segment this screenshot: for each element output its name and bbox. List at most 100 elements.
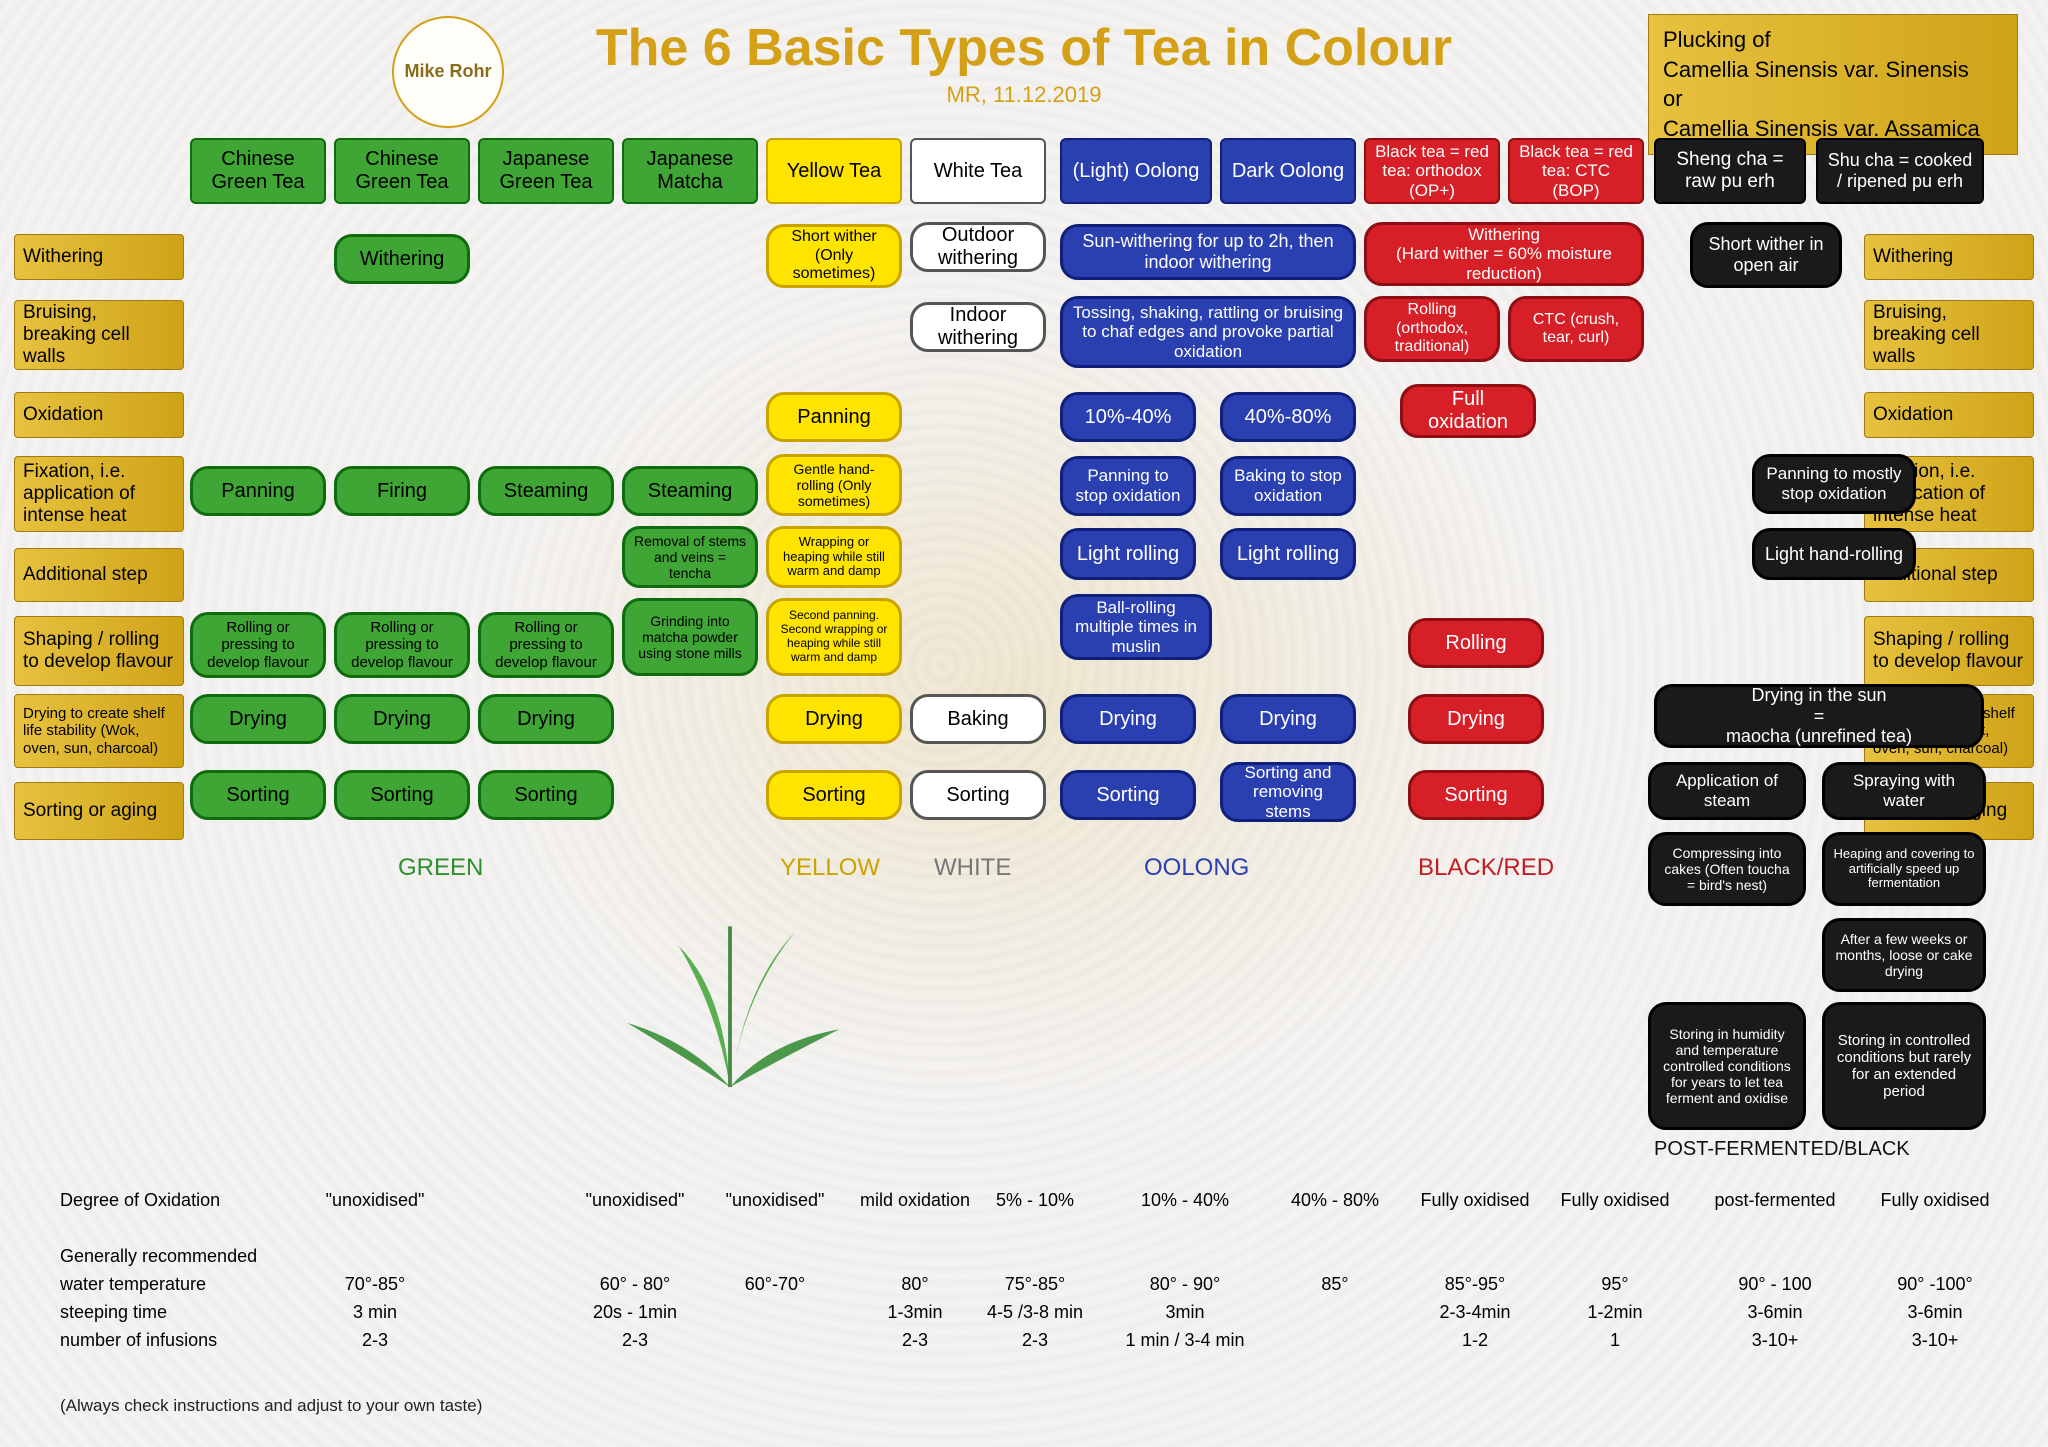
process-row-label: Shaping / rolling to develop flavour	[14, 616, 184, 686]
tea-category-label: WHITE	[934, 854, 1011, 882]
process-step-chip: Light hand-rolling	[1752, 528, 1916, 580]
process-step-chip: Storing in controlled conditions but rar…	[1822, 1002, 1986, 1130]
process-step-chip: Sorting	[334, 770, 470, 820]
process-step-chip: Rolling	[1408, 618, 1544, 668]
process-step-chip: Gentle hand-rolling (Only sometimes)	[766, 454, 902, 516]
process-step-chip: Short wither (Only sometimes)	[766, 224, 902, 288]
process-step-chip: Steaming	[622, 466, 758, 516]
process-row-label: Additional step	[14, 548, 184, 602]
process-step-chip: Wrapping or heaping while still warm and…	[766, 526, 902, 588]
process-step-chip: Drying	[1408, 694, 1544, 744]
tea-leaf-illustration	[600, 920, 860, 1100]
process-step-chip: Spraying with water	[1822, 762, 1986, 820]
process-step-chip: Sorting	[766, 770, 902, 820]
brew-cell: 2-3	[960, 1330, 1110, 1351]
brew-cell: 5% - 10%	[960, 1190, 1110, 1211]
process-step-chip: 40%-80%	[1220, 392, 1356, 442]
process-row-label: Withering	[1864, 234, 2034, 280]
tea-type-header: Chinese Green Tea	[334, 138, 470, 204]
brew-cell: 60° - 80°	[560, 1274, 710, 1295]
process-row-label: Oxidation	[14, 392, 184, 438]
brew-cell: 75°-85°	[960, 1274, 1110, 1295]
process-step-chip: Rolling or pressing to develop flavour	[190, 612, 326, 678]
process-step-chip: Storing in humidity and temperature cont…	[1648, 1002, 1806, 1130]
brew-cell: 85°	[1260, 1274, 1410, 1295]
brew-cell: 1-2min	[1540, 1302, 1690, 1323]
process-row-label: Drying to create shelf life stability (W…	[14, 694, 184, 768]
tea-category-label: GREEN	[398, 854, 483, 882]
process-step-chip: Baking to stop oxidation	[1220, 456, 1356, 516]
tea-type-header: Japanese Matcha	[622, 138, 758, 204]
process-step-chip: Light rolling	[1220, 528, 1356, 580]
process-step-chip: Light rolling	[1060, 528, 1196, 580]
process-step-chip: Sorting	[190, 770, 326, 820]
process-step-chip: Panning	[190, 466, 326, 516]
brew-cell: 80° - 90°	[1110, 1274, 1260, 1295]
brew-cell: 2-3	[560, 1330, 710, 1351]
process-step-chip: Full oxidation	[1400, 384, 1536, 438]
process-step-chip: Outdoor withering	[910, 222, 1046, 272]
tea-category-label: YELLOW	[780, 854, 880, 882]
brew-cell: 95°	[1540, 1274, 1690, 1295]
process-step-chip: Panning to mostly stop oxidation	[1752, 454, 1916, 514]
process-step-chip: Drying	[1060, 694, 1196, 744]
brew-row-label: water temperature	[60, 1274, 206, 1295]
process-step-chip: Heaping and covering to artificially spe…	[1822, 832, 1986, 906]
brew-row-label: Degree of Oxidation	[60, 1190, 220, 1211]
process-step-chip: Drying	[766, 694, 902, 744]
brew-cell: 3min	[1110, 1302, 1260, 1323]
tea-type-header: Chinese Green Tea	[190, 138, 326, 204]
process-step-chip: Removal of stems and veins = tencha	[622, 526, 758, 588]
brew-cell: 2-3	[300, 1330, 450, 1351]
brew-cell: Fully oxidised	[1400, 1190, 1550, 1211]
footnote: (Always check instructions and adjust to…	[60, 1396, 482, 1416]
brew-cell: 1	[1540, 1330, 1690, 1351]
plucking-note: Plucking of Camellia Sinensis var. Sinen…	[1648, 14, 2018, 155]
process-step-chip: Panning to stop oxidation	[1060, 456, 1196, 516]
brew-cell: 90° - 100	[1700, 1274, 1850, 1295]
brew-cell: 20s - 1min	[560, 1302, 710, 1323]
process-step-chip: Drying	[334, 694, 470, 744]
brew-cell: post-fermented	[1700, 1190, 1850, 1211]
process-step-chip: Drying	[478, 694, 614, 744]
brew-cell: 1 min / 3-4 min	[1110, 1330, 1260, 1351]
tea-type-header: (Light) Oolong	[1060, 138, 1212, 204]
brew-cell: 70°-85°	[300, 1274, 450, 1295]
process-step-chip: Sorting	[478, 770, 614, 820]
process-step-chip: Drying in the sun = maocha (unrefined te…	[1654, 684, 1984, 748]
tea-type-header: Dark Oolong	[1220, 138, 1356, 204]
plucking-note-text: Plucking of Camellia Sinensis var. Sinen…	[1663, 27, 1980, 141]
process-step-chip: Drying	[190, 694, 326, 744]
process-step-chip: Ball-rolling multiple times in muslin	[1060, 594, 1212, 660]
process-row-label: Sorting or aging	[14, 782, 184, 840]
brew-cell: 3-10+	[1700, 1330, 1850, 1351]
tea-type-header: Black tea = red tea: CTC (BOP)	[1508, 138, 1644, 204]
brew-row-label: number of infusions	[60, 1330, 217, 1351]
brew-cell: 4-5 /3-8 min	[960, 1302, 1110, 1323]
brew-cell: 40% - 80%	[1260, 1190, 1410, 1211]
tea-category-label: POST-FERMENTED/BLACK	[1654, 1138, 1910, 1161]
process-step-chip: 10%-40%	[1060, 392, 1196, 442]
process-step-chip: Application of steam	[1648, 762, 1806, 820]
tea-type-header: White Tea	[910, 138, 1046, 204]
process-row-label: Oxidation	[1864, 392, 2034, 438]
brew-cell: 3-6min	[1700, 1302, 1850, 1323]
brew-cell: 1-2	[1400, 1330, 1550, 1351]
process-step-chip: Sorting	[910, 770, 1046, 820]
process-step-chip: Panning	[766, 392, 902, 442]
tea-type-header: Shu cha = cooked / ripened pu erh	[1816, 138, 1984, 204]
process-row-label: Withering	[14, 234, 184, 280]
tea-type-header: Black tea = red tea: orthodox (OP+)	[1364, 138, 1500, 204]
brew-cell: 90° -100°	[1860, 1274, 2010, 1295]
brew-cell: 3-6min	[1860, 1302, 2010, 1323]
brew-cell: 3 min	[300, 1302, 450, 1323]
process-step-chip: Steaming	[478, 466, 614, 516]
process-step-chip: After a few weeks or months, loose or ca…	[1822, 918, 1986, 992]
process-row-label: Bruising, breaking cell walls	[1864, 300, 2034, 370]
process-step-chip: Sorting	[1060, 770, 1196, 820]
process-step-chip: Sun-withering for up to 2h, then indoor …	[1060, 224, 1356, 280]
process-step-chip: Short wither in open air	[1690, 222, 1842, 288]
process-step-chip: Indoor withering	[910, 302, 1046, 352]
process-step-chip: Second panning. Second wrapping or heapi…	[766, 598, 902, 676]
process-step-chip: Baking	[910, 694, 1046, 744]
